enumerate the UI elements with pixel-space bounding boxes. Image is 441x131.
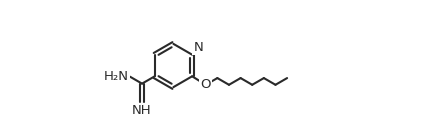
Text: H₂N: H₂N [104,70,129,83]
Text: N: N [194,40,203,53]
Text: O: O [201,78,211,91]
Text: N: N [194,41,203,54]
Text: NH: NH [132,104,152,117]
Text: O: O [201,78,211,91]
